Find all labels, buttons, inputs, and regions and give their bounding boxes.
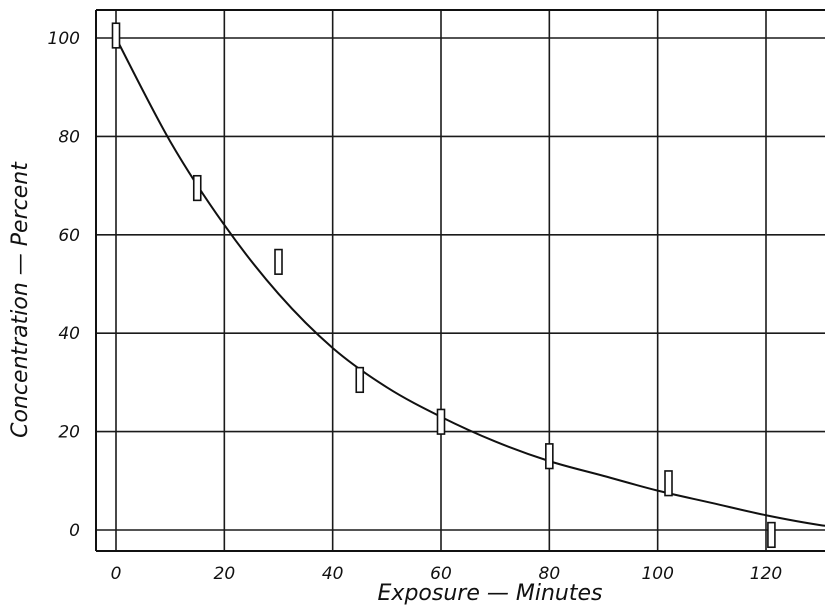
x-tick-label-120: 120 [750, 564, 782, 584]
fit-curve [115, 37, 825, 527]
measurement-bar-6 [664, 470, 673, 497]
x-tick-label-0: 0 [111, 564, 122, 584]
grid [96, 10, 825, 551]
x-tick-label-100: 100 [641, 564, 673, 584]
y-tick-label-80: 80 [58, 127, 80, 147]
y-tick-label-0: 0 [69, 521, 80, 541]
tick-labels: 0 20 40 60 80 100 120 0 20 40 60 80 100 [48, 29, 783, 584]
x-tick-label-20: 20 [214, 564, 236, 584]
y-tick-label-20: 20 [58, 423, 80, 443]
measurement-bar-2 [274, 248, 283, 275]
y-tick-label-40: 40 [58, 324, 80, 344]
x-tick-label-80: 80 [539, 564, 561, 584]
measurement-bar-7 [767, 521, 776, 549]
y-axis-title: Concentration — Percent [8, 161, 33, 438]
x-tick-label-60: 60 [430, 564, 452, 584]
x-tick-label-40: 40 [322, 564, 344, 584]
measurement-bar-3 [355, 366, 365, 394]
data-marks [111, 22, 776, 549]
y-tick-label-60: 60 [58, 226, 80, 246]
axes [95, 9, 825, 552]
y-tick-label-100: 100 [48, 29, 80, 49]
measurement-bar-4 [436, 408, 446, 435]
measurement-bar-0 [111, 22, 121, 49]
x-axis-title: Exposure — Minutes [378, 581, 603, 606]
measurement-bar-5 [545, 443, 554, 470]
measurement-bar-1 [192, 174, 202, 202]
